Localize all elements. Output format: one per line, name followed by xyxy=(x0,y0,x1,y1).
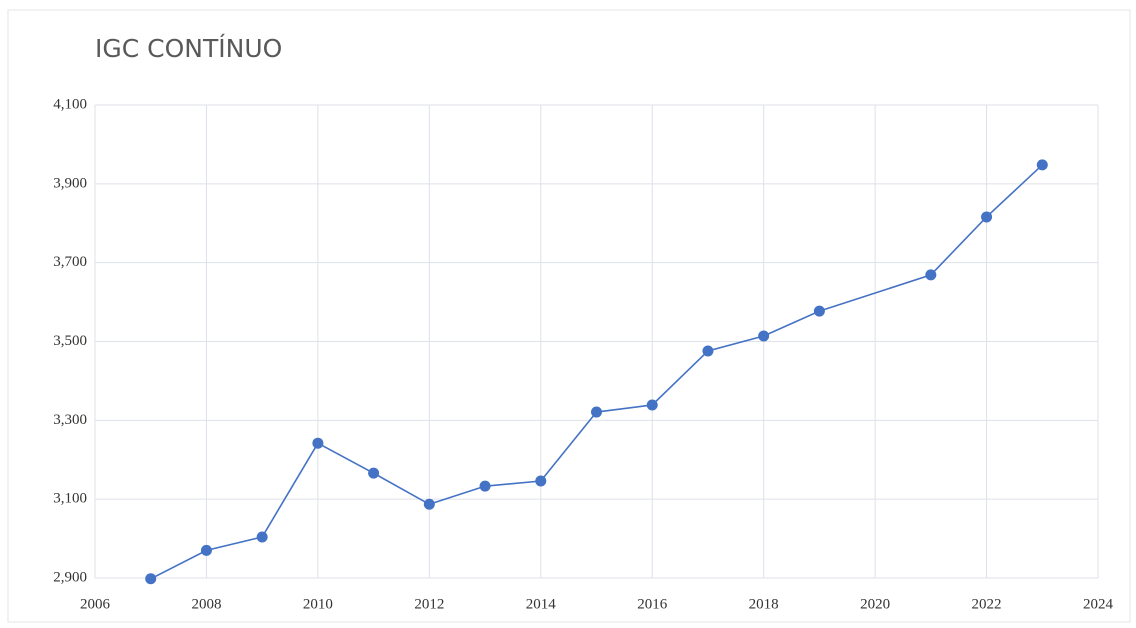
x-tick-label: 2020 xyxy=(860,596,890,612)
data-point xyxy=(312,437,324,449)
y-tick-label: 4,100 xyxy=(53,96,87,112)
x-tick-label: 2006 xyxy=(80,596,111,612)
x-tick-label: 2012 xyxy=(414,596,444,612)
data-point xyxy=(1036,159,1048,171)
data-point xyxy=(256,531,268,543)
data-point xyxy=(145,573,157,585)
x-tick-label: 2010 xyxy=(303,596,333,612)
x-tick-label: 2022 xyxy=(972,596,1002,612)
series-line xyxy=(150,164,1043,580)
data-point xyxy=(981,211,993,223)
chart-frame xyxy=(7,9,1131,623)
data-point xyxy=(758,330,770,342)
chart-title: IGC CONTÍNUO xyxy=(95,34,282,63)
y-tick-label: 3,700 xyxy=(53,254,87,270)
data-point xyxy=(368,467,380,479)
data-point xyxy=(925,269,937,281)
x-tick-label: 2024 xyxy=(1083,596,1114,612)
y-tick-label: 2,900 xyxy=(53,569,87,585)
y-tick-label: 3,100 xyxy=(53,491,87,507)
x-tick-label: 2014 xyxy=(526,596,557,612)
data-point xyxy=(423,498,435,510)
data-point xyxy=(591,406,602,418)
x-tick-label: 2016 xyxy=(637,596,668,612)
data-point xyxy=(535,475,547,487)
data-point xyxy=(200,544,212,556)
data-point xyxy=(479,480,491,492)
y-tick-label: 3,900 xyxy=(53,175,87,191)
data-point xyxy=(646,399,658,411)
y-tick-label: 3,500 xyxy=(53,333,87,349)
x-tick-label: 2018 xyxy=(749,596,779,612)
x-tick-label: 2008 xyxy=(191,596,221,612)
y-tick-label: 3,300 xyxy=(53,412,87,428)
data-point xyxy=(702,345,714,357)
data-point xyxy=(813,305,825,317)
